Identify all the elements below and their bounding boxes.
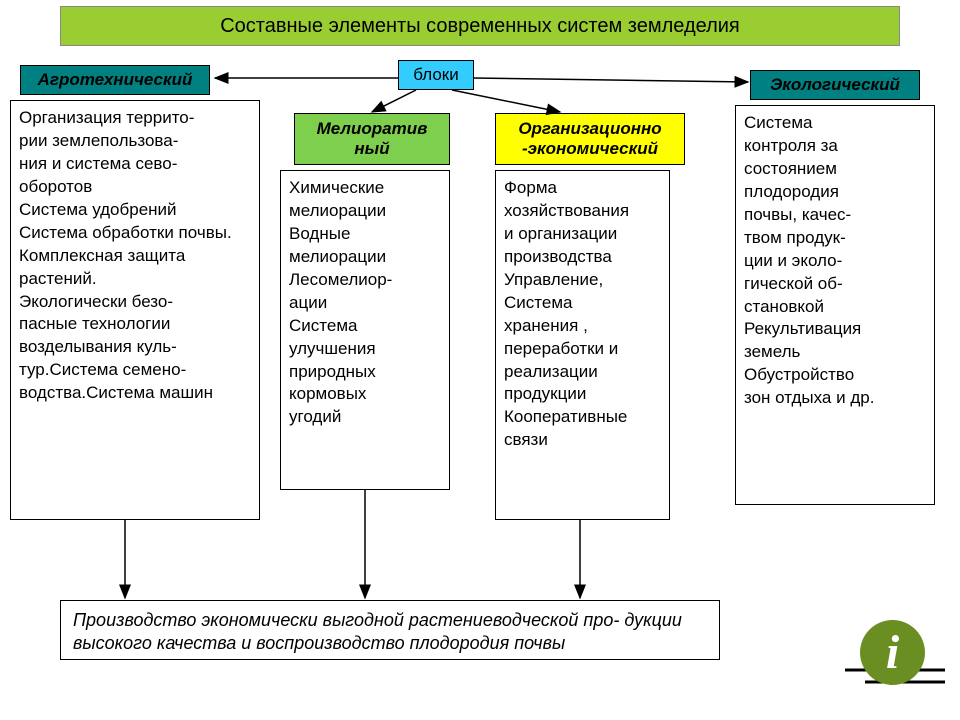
melio-content: Химические мелиорации Водные мелиорации … bbox=[280, 170, 450, 490]
eco-header: Экологический bbox=[750, 70, 920, 100]
center-node: блоки bbox=[398, 60, 474, 90]
agro-header: Агротехнический bbox=[20, 65, 210, 95]
title-text: Составные элементы современных систем зе… bbox=[220, 15, 740, 38]
agro-header-text: Агротехнический bbox=[38, 70, 193, 90]
page-title: Составные элементы современных систем зе… bbox=[60, 6, 900, 46]
org-header: Организационно -экономический bbox=[495, 113, 685, 165]
org-content: Форма хозяйствования и организации произ… bbox=[495, 170, 670, 520]
center-label: блоки bbox=[413, 65, 458, 85]
org-header-text: Организационно -экономический bbox=[500, 119, 680, 159]
result-box: Производство экономически выгодной расте… bbox=[60, 600, 720, 660]
eco-header-text: Экологический bbox=[770, 75, 900, 95]
melio-header-text: Мелиоратив ный bbox=[299, 119, 445, 159]
melio-header: Мелиоратив ный bbox=[294, 113, 450, 165]
info-glyph: i bbox=[860, 620, 925, 685]
agro-content: Организация террито- рии землепользова- … bbox=[10, 100, 260, 520]
info-icon: i bbox=[850, 615, 940, 705]
eco-content: Система контроля за состоянием плодороди… bbox=[735, 105, 935, 505]
